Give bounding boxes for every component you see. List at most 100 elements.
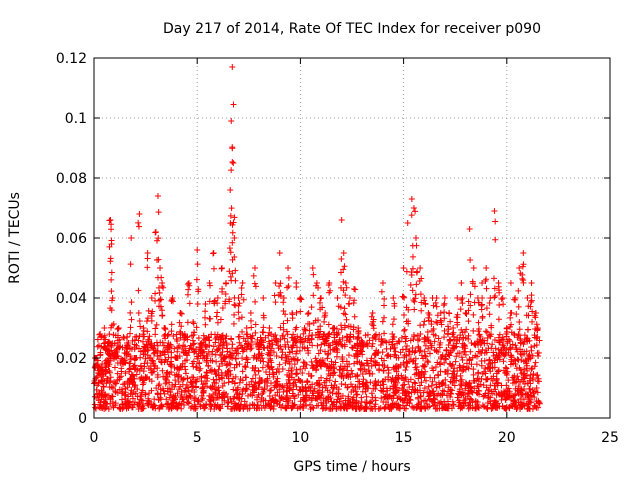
data-point (488, 388, 495, 395)
data-point (476, 338, 483, 345)
data-point (454, 367, 461, 374)
data-point (465, 318, 472, 325)
data-point (476, 391, 483, 398)
data-point (516, 364, 523, 371)
data-point (391, 351, 398, 358)
data-point (341, 263, 348, 270)
data-point (529, 374, 536, 381)
data-point (440, 302, 447, 309)
data-point (222, 300, 229, 307)
data-point (317, 328, 324, 335)
data-point (218, 352, 225, 359)
data-point (120, 333, 127, 340)
data-point (466, 379, 473, 386)
data-point (164, 358, 171, 365)
data-point (196, 367, 203, 374)
data-point (238, 291, 245, 298)
data-point (262, 397, 269, 404)
data-point (477, 336, 484, 343)
data-point (385, 401, 392, 408)
data-point (206, 342, 213, 349)
data-point (314, 342, 321, 349)
data-point (378, 395, 385, 402)
data-point (189, 374, 196, 381)
data-point (500, 301, 507, 308)
data-point (418, 374, 425, 381)
data-point (176, 343, 183, 350)
data-point (277, 324, 284, 331)
data-point (168, 349, 175, 356)
data-point (239, 368, 246, 375)
data-point (273, 378, 280, 385)
data-point (316, 381, 323, 388)
data-point (157, 402, 164, 409)
data-point (114, 342, 121, 349)
data-point (372, 381, 379, 388)
data-point (130, 372, 137, 379)
data-point (459, 300, 466, 307)
data-point (145, 365, 152, 372)
data-point (157, 296, 164, 303)
data-point (230, 101, 237, 108)
data-point (121, 359, 128, 366)
data-point (133, 355, 140, 361)
data-point (421, 348, 428, 355)
data-point (118, 373, 125, 380)
data-point (219, 345, 226, 352)
data-point (488, 324, 495, 331)
data-point (213, 394, 220, 401)
data-point (413, 281, 420, 288)
data-point (460, 399, 467, 406)
data-point (141, 343, 148, 350)
data-point (285, 353, 292, 360)
data-point (304, 344, 311, 351)
data-point (189, 403, 196, 410)
data-point (99, 389, 106, 396)
data-point (531, 363, 538, 370)
data-point (432, 299, 439, 306)
data-point (447, 337, 454, 344)
data-point (388, 341, 395, 348)
data-point (188, 332, 195, 339)
data-point (266, 351, 273, 358)
data-point (512, 342, 519, 349)
data-point (518, 370, 525, 377)
data-point (468, 361, 475, 368)
data-point (367, 357, 374, 364)
data-point (421, 385, 428, 392)
data-point (346, 338, 353, 345)
data-point (505, 377, 512, 384)
data-point (166, 361, 173, 368)
data-point (184, 319, 191, 326)
data-point (282, 343, 289, 350)
data-point (526, 385, 533, 392)
data-point (413, 242, 420, 249)
data-point (409, 287, 416, 294)
data-point (235, 295, 242, 301)
data-point (500, 336, 507, 343)
data-point (484, 340, 491, 347)
data-point (91, 401, 98, 408)
data-point (518, 357, 525, 364)
data-point (273, 352, 280, 359)
data-point (171, 345, 178, 352)
data-point (182, 370, 189, 377)
data-point (172, 381, 179, 388)
data-point (247, 342, 254, 349)
data-point (306, 327, 313, 334)
data-point (528, 292, 535, 299)
data-point (345, 352, 352, 359)
data-point (450, 374, 457, 381)
data-point (390, 395, 397, 402)
data-point (212, 339, 219, 346)
data-point (135, 345, 142, 352)
data-point (132, 390, 139, 397)
data-point (454, 337, 461, 344)
data-point (297, 296, 304, 303)
data-point (487, 333, 494, 340)
data-point (391, 300, 398, 307)
data-point (248, 378, 255, 385)
x-tick-label: 20 (498, 430, 516, 446)
data-point (270, 373, 277, 380)
data-point (513, 346, 520, 353)
